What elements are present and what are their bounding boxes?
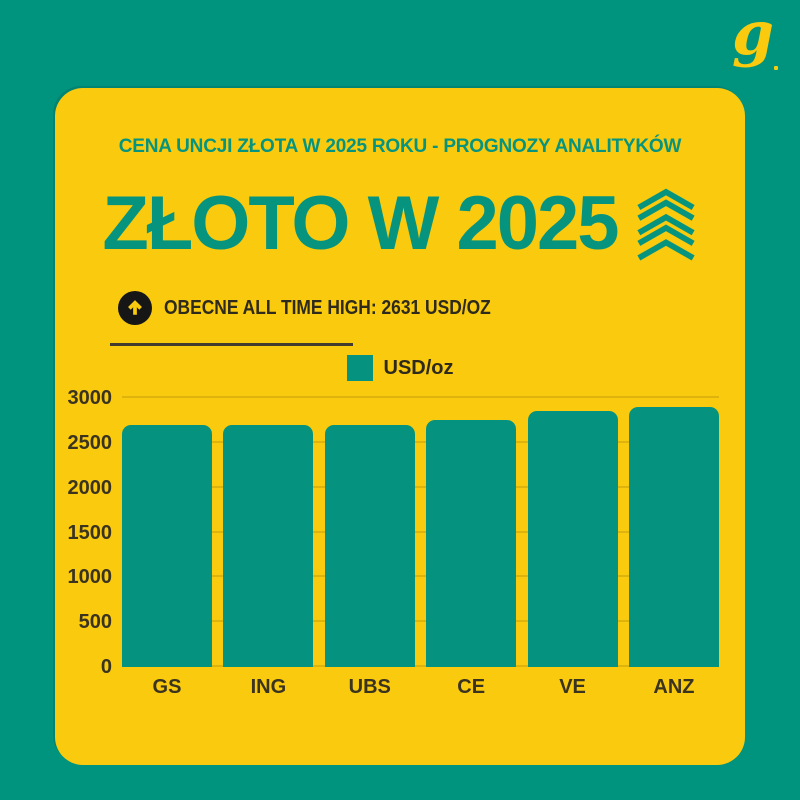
y-tick-label-2000: 2000 [67, 476, 113, 499]
gridline-3000 [122, 396, 719, 398]
arrow-up-circle-icon [118, 291, 152, 325]
gridline-1000 [122, 575, 719, 578]
title-row: ZŁOTO W 2025 [55, 182, 745, 266]
y-tick-label-0: 0 [100, 656, 112, 678]
page-title: ZŁOTO W 2025 [102, 181, 619, 266]
y-tick-label-3000: 3000 [67, 387, 113, 409]
x-category-label-gs: GS [152, 676, 182, 698]
plot-area [122, 396, 719, 667]
gridline-2000 [122, 485, 719, 488]
bar-anz [628, 406, 719, 667]
x-category-label-ce: CE [457, 676, 486, 698]
x-category-label-ubs: UBS [348, 676, 391, 698]
gridline-500 [122, 620, 719, 623]
x-category-label-ve: VE [559, 676, 586, 698]
bar-ing [223, 424, 314, 667]
bar-ve [527, 411, 618, 667]
triple-chevron-up-icon [636, 188, 695, 261]
all-time-high-text: OBECNE ALL TIME HIGH: 2631 USD/OZ [164, 296, 491, 319]
x-category-label-ing: ING [250, 676, 287, 698]
divider-line [110, 343, 353, 346]
chart-legend: USD/oz [55, 354, 745, 382]
bar-gs [122, 424, 212, 667]
infographic-card: CENA UNCJI ZŁOTA W 2025 ROKU - PROGNOZY … [55, 88, 745, 765]
legend-swatch [346, 355, 373, 381]
bars-container [122, 398, 719, 667]
y-tick-label-500: 500 [78, 611, 112, 634]
gridline-2500 [122, 440, 719, 443]
bar-ubs [324, 424, 415, 667]
y-tick-label-1500: 1500 [67, 521, 113, 544]
logo-trademark-dot [774, 66, 778, 70]
y-axis: 0 500 1000 1500 2000 2500 3000 [55, 388, 113, 677]
kicker-text: CENA UNCJI ZŁOTA W 2025 ROKU - PROGNOZY … [118, 136, 682, 157]
legend-label: USD/oz [383, 356, 454, 379]
gridline-0 [122, 665, 719, 667]
bar-ce [426, 420, 517, 667]
brand-logo-g: g [732, 0, 774, 69]
gridline-1500 [122, 530, 719, 533]
y-tick-label-2500: 2500 [67, 431, 113, 454]
all-time-high-row: OBECNE ALL TIME HIGH: 2631 USD/OZ [118, 290, 540, 326]
x-category-label-anz: ANZ [653, 676, 695, 698]
y-tick-label-1000: 1000 [67, 566, 113, 589]
x-axis: GS ING UBS CE VE ANZ [122, 675, 719, 699]
